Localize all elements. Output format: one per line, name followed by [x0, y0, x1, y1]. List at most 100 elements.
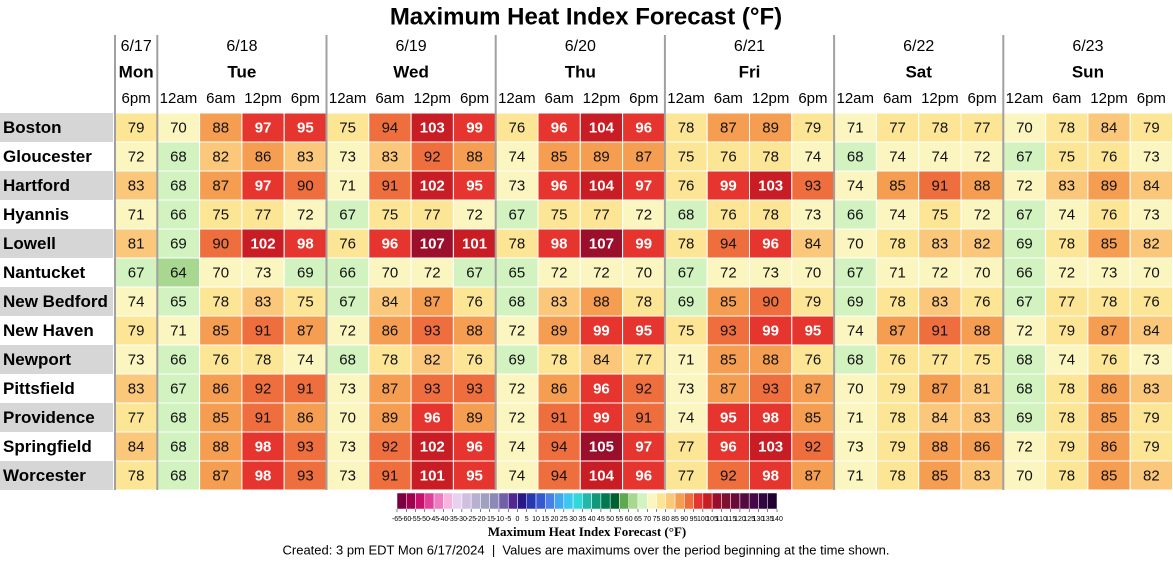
cell-value: 74 [509, 438, 526, 455]
heat-cell [156, 141, 201, 172]
heat-cell [749, 141, 793, 172]
cell-value: 68 [170, 177, 187, 194]
cell-value: 76 [339, 235, 356, 252]
time-label: 12pm [413, 90, 451, 107]
cell-value: 76 [889, 351, 906, 368]
cell-value: 79 [805, 119, 822, 136]
cell-value: 101 [420, 467, 445, 484]
cell-value: 74 [128, 293, 145, 310]
heat-cell [241, 257, 285, 288]
cell-value: 91 [932, 177, 949, 194]
cell-value: 70 [339, 409, 356, 426]
colorbar-swatch [415, 492, 426, 510]
cell-value: 102 [251, 235, 276, 252]
cell-value: 78 [509, 235, 526, 252]
cell-value: 95 [635, 322, 652, 339]
cell-value: 83 [932, 293, 949, 310]
heat-cell [410, 199, 454, 230]
heat-cell [706, 141, 751, 172]
heat-cell [156, 373, 201, 404]
colorbar-tick-label: -65 [392, 516, 402, 523]
heat-cell [368, 460, 412, 491]
cell-value: 105 [589, 438, 614, 455]
cell-value: 98 [762, 409, 779, 426]
cell-value: 89 [551, 322, 568, 339]
cell-value: 65 [509, 264, 526, 281]
heat-cell [706, 286, 751, 317]
cell-value: 79 [889, 438, 906, 455]
heat-cell [1129, 257, 1173, 288]
heat-cell [1087, 373, 1131, 404]
colorbar-tick-label: -5 [505, 516, 511, 523]
cell-value: 84 [932, 409, 949, 426]
heat-cell [495, 373, 539, 404]
heat-cell [706, 344, 751, 375]
colorbar-swatch [628, 492, 639, 510]
heat-cell [579, 112, 624, 143]
heat-cell [706, 431, 751, 462]
heat-cell [791, 257, 835, 288]
heat-cell [875, 170, 920, 201]
heat-cell [1129, 431, 1173, 462]
heat-cell [579, 344, 624, 375]
colorbar-swatch [452, 492, 463, 510]
heat-cell [1087, 141, 1131, 172]
heat-cell [156, 112, 201, 143]
cell-value: 85 [212, 322, 229, 339]
cell-value: 84 [1101, 119, 1118, 136]
cell-value: 79 [1143, 119, 1160, 136]
cell-value: 72 [424, 264, 441, 281]
time-label: 12pm [921, 90, 959, 107]
city-name: Nantucket [3, 263, 86, 282]
city-name: Hyannis [3, 205, 69, 224]
cell-value: 88 [466, 148, 483, 165]
heat-cell [1087, 112, 1131, 143]
colorbar-tick-label: 15 [541, 516, 549, 523]
cell-value: 107 [589, 235, 614, 252]
cell-value: 96 [551, 119, 568, 136]
cell-value: 98 [255, 438, 272, 455]
cell-value: 97 [255, 177, 272, 194]
heat-cell [452, 373, 497, 404]
cell-value: 66 [170, 351, 187, 368]
cell-value: 77 [932, 351, 949, 368]
cell-value: 87 [1101, 322, 1118, 339]
colorbar-swatch [443, 492, 453, 510]
cell-value: 70 [847, 235, 864, 252]
heat-cell [833, 286, 877, 317]
city-cell [0, 316, 113, 345]
city-cell [0, 142, 113, 171]
cell-value: 92 [424, 148, 441, 165]
time-label: 12pm [1090, 90, 1128, 107]
cell-value: 91 [551, 409, 568, 426]
cell-value: 67 [339, 206, 356, 223]
city-cell [0, 403, 113, 432]
heat-cell [1045, 199, 1089, 230]
cell-value: 90 [762, 293, 779, 310]
colorbar-swatch [758, 492, 768, 510]
heat-cell [664, 170, 708, 201]
cell-value: 97 [635, 177, 652, 194]
heat-cell [410, 112, 454, 143]
cell-value: 95 [466, 467, 483, 484]
heat-cell [199, 141, 243, 172]
cell-value: 67 [128, 264, 145, 281]
cell-value: 75 [678, 148, 695, 165]
heat-cell [368, 199, 412, 230]
time-label: 6am [1052, 90, 1081, 107]
city-name: New Haven [3, 321, 94, 340]
city-name: Pittsfield [3, 379, 75, 398]
cell-value: 78 [762, 148, 779, 165]
heat-cell [791, 460, 835, 491]
cell-value: 82 [1143, 467, 1160, 484]
heat-cell [749, 373, 793, 404]
cell-value: 74 [1058, 351, 1075, 368]
colorbar-swatch [600, 492, 611, 510]
cell-value: 70 [170, 119, 187, 136]
cell-value: 96 [593, 380, 610, 397]
cell-value: 78 [678, 119, 695, 136]
cell-value: 91 [635, 409, 652, 426]
heat-cell [622, 315, 666, 346]
cell-value: 72 [128, 148, 145, 165]
cell-value: 91 [297, 380, 314, 397]
